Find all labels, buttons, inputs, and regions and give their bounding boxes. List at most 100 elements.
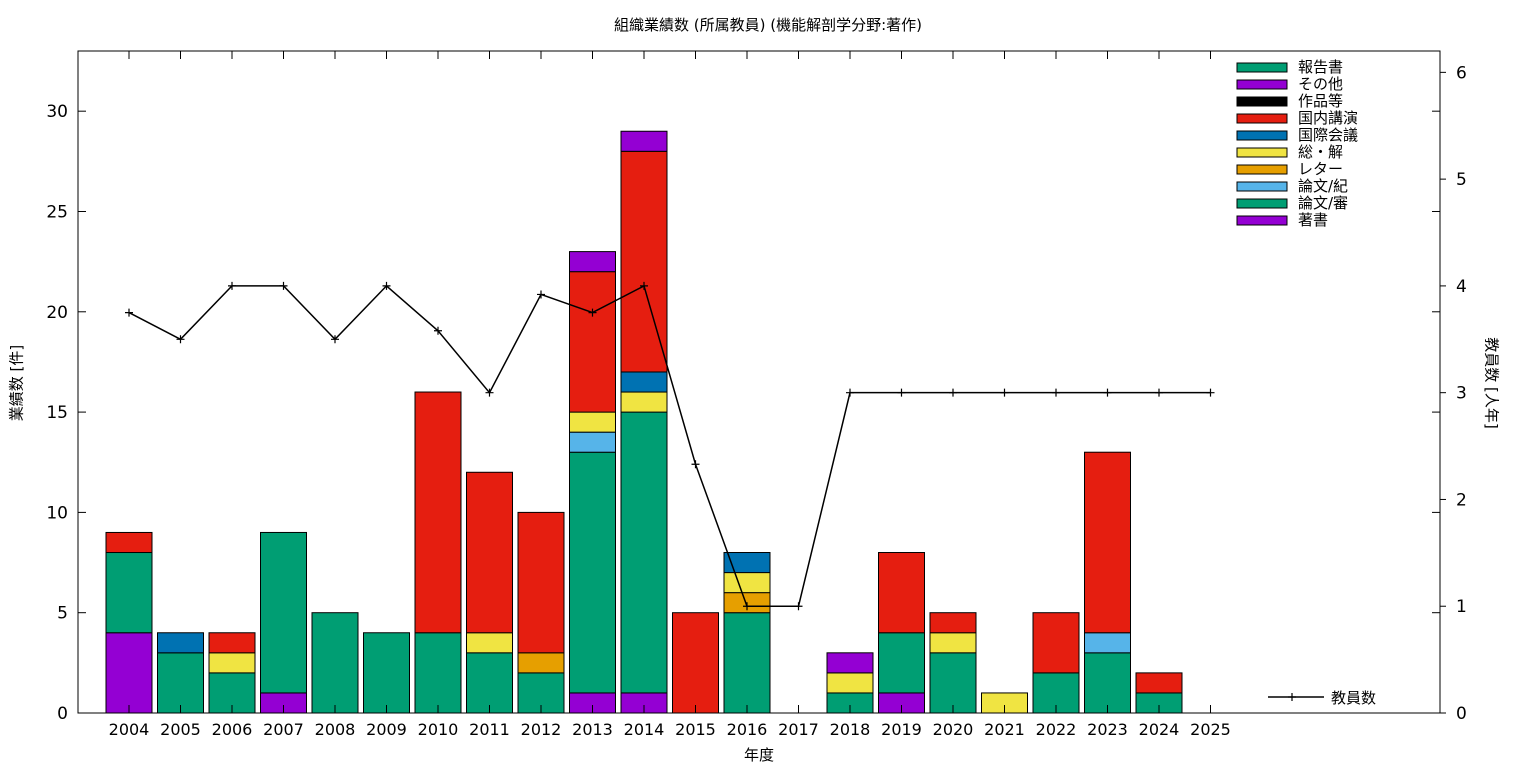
bar-2015-series-6 [672,612,719,714]
bar-2014-series-1 [620,411,668,694]
x-tick-label: 2017 [778,720,819,739]
x-tick-label: 2006 [212,720,253,739]
y-tick-label: 0 [57,704,68,724]
bar-2014-series-4 [620,391,668,413]
legend-label: レター [1298,160,1343,178]
line-point-2006 [228,281,236,290]
y-tick-label: 5 [57,604,68,624]
bar-2018-series-4 [826,672,874,694]
legend-swatch-3 [1236,113,1288,124]
bar-2012-series-3 [517,652,565,674]
legend-line-marker [1288,693,1296,701]
x-tick-label: 2019 [881,720,922,739]
y2-tick-label: 2 [1456,490,1467,510]
bar-layer [105,130,1183,714]
bar-2011-series-4 [466,632,513,654]
bar-2005-series-1 [157,652,204,714]
line-point-2022 [1052,388,1060,397]
line-point-2008 [331,335,339,344]
bar-2016-series-5 [723,552,771,574]
y2-tick-label: 5 [1456,170,1467,190]
line-point-2014 [640,281,648,290]
legend-swatch-9 [1236,215,1288,226]
line-point-2004 [125,308,133,317]
bar-2020-series-1 [929,652,977,714]
bar-2013-series-6 [569,271,616,413]
y-tick-label: 10 [46,503,68,523]
bar-2018-series-8 [826,652,874,674]
legend-label-line: 教員数 [1331,689,1376,707]
bar-2013-series-8 [569,251,616,273]
line-point-2023 [1103,388,1112,397]
x-tick-label: 2015 [675,720,716,739]
bar-2007-series-1 [260,531,307,694]
y-tick-label: 20 [46,303,68,323]
x-tick-label: 2014 [624,720,665,739]
bar-2010-series-1 [414,632,462,714]
bar-2011-series-6 [466,471,513,634]
x-tick-label: 2013 [572,720,613,739]
y-tick-label: 30 [46,102,68,122]
bar-2005-series-5 [157,632,204,654]
legend-swatch-0 [1236,62,1288,73]
bar-2024-series-6 [1135,672,1183,694]
bar-2004-series-6 [105,531,153,554]
line-point-2005 [176,335,185,344]
x-tick-label: 2009 [366,720,407,739]
legend-label: 著書 [1298,211,1328,229]
bar-2019-series-1 [878,632,925,694]
bar-2004-series-0 [105,632,153,714]
x-tick-label: 2011 [469,720,510,739]
legend-swatch-2 [1236,96,1288,107]
legend-swatch-8 [1236,198,1288,209]
chart-title: 組織業績数 (所属教員) (機能解剖学分野:著作) [614,16,922,34]
legend-label: 報告書 [1298,58,1343,76]
x-tick-label: 2025 [1190,720,1231,739]
plot-frame [77,50,1441,714]
line-point-2007 [279,281,288,290]
bar-2020-series-4 [929,632,977,654]
bar-2013-series-1 [569,451,616,694]
x-tick-label: 2018 [830,720,871,739]
bar-2020-series-6 [929,612,977,634]
bar-2006-series-6 [208,632,256,654]
x-tick-label: 2012 [521,720,562,739]
x-tick-label: 2023 [1087,720,1128,739]
bar-2013-series-2 [569,431,616,453]
bar-2023-series-2 [1084,632,1131,654]
legend-label: その他 [1298,75,1343,93]
y2-tick-label: 1 [1456,597,1467,617]
bar-2014-series-8 [620,130,668,152]
line-layer [125,281,1215,611]
y-tick-label: 25 [46,202,68,222]
legend-label: 総・解 [1298,143,1343,161]
line-point-2009 [382,281,391,290]
bar-2019-series-6 [878,552,925,634]
bar-2008-series-1 [311,612,359,714]
line-point-2021 [1000,388,1009,397]
legend-label: 論文/紀 [1298,177,1348,195]
x-tick-label: 2021 [984,720,1025,739]
bar-2016-series-4 [723,572,771,594]
bar-2013-series-4 [569,411,616,433]
bar-2016-series-1 [723,612,771,714]
line-point-2016 [743,602,751,611]
legend-label: 作品等 [1298,92,1343,110]
x-tick-label: 2004 [109,720,150,739]
line-point-2019 [897,388,906,397]
y2-tick-label: 6 [1456,63,1467,83]
x-tick-label: 2005 [160,720,201,739]
legend-swatch-5 [1236,147,1288,158]
line-point-2025 [1206,388,1215,397]
bar-2006-series-4 [208,652,256,674]
x-tick-label: 2010 [418,720,459,739]
line-point-2013 [588,308,597,317]
bar-2012-series-6 [517,511,565,654]
bar-2023-series-6 [1084,451,1131,634]
legend-swatch-1 [1236,79,1288,90]
x-axis-label: 年度 [743,746,775,764]
line-point-2010 [434,326,442,335]
bar-2023-series-1 [1084,652,1131,714]
